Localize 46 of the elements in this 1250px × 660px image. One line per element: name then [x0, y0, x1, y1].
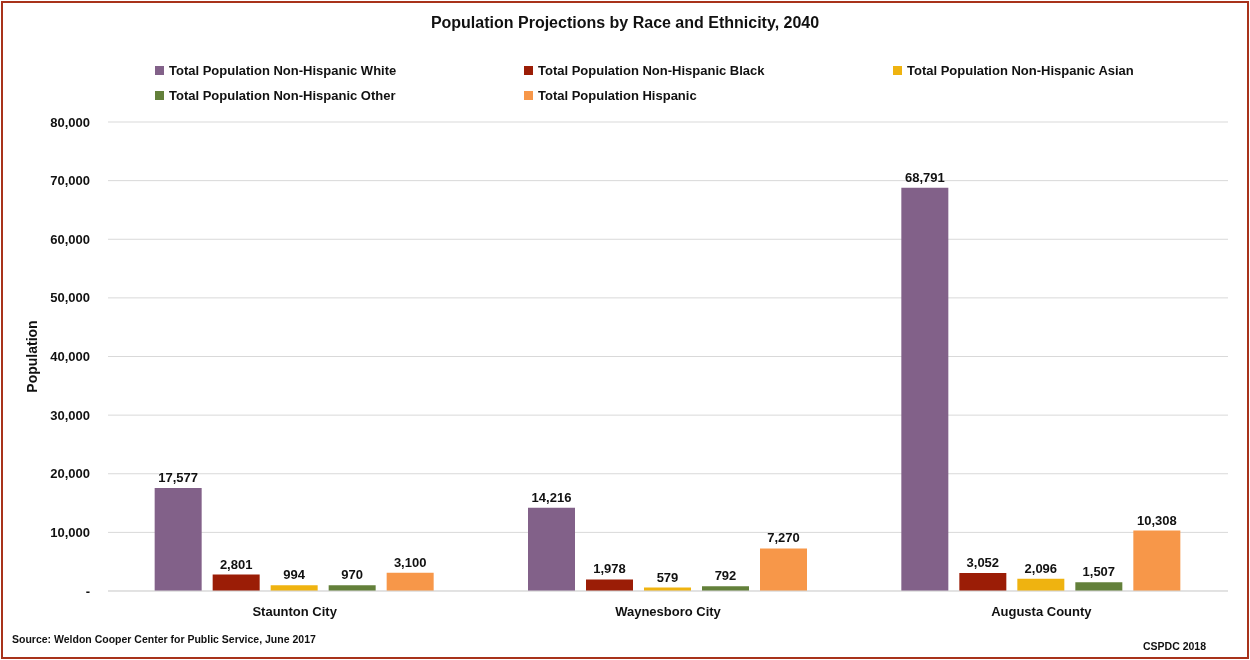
legend-label: Total Population Non-Hispanic Other: [169, 88, 396, 103]
data-label: 10,308: [1136, 512, 1177, 528]
y-tick-label: 70,000: [50, 173, 90, 189]
bar: [1133, 530, 1181, 591]
data-label: 2,096: [1024, 560, 1058, 576]
data-label: 2,801: [219, 556, 253, 572]
y-tick-label: -: [85, 583, 90, 599]
y-axis-title: Population: [23, 320, 40, 393]
data-label: 3,100: [393, 554, 427, 570]
y-tick-label: 80,000: [50, 114, 90, 130]
y-tick-label: 40,000: [50, 349, 90, 365]
text: CSPDC 2018: [1142, 640, 1206, 652]
data-label: 68,791: [904, 169, 945, 185]
data-label: 3,052: [966, 555, 1000, 571]
bar: [154, 487, 202, 591]
y-tick-label: 60,000: [50, 231, 90, 247]
legend-label: Total Population Non-Hispanic White: [169, 63, 397, 78]
data-label: 1,507: [1082, 564, 1116, 580]
bar: [212, 574, 260, 591]
data-label: 17,577: [158, 469, 199, 485]
bar: [1075, 582, 1123, 591]
data-label: 14,216: [531, 489, 572, 505]
legend-label: Total Population Non-Hispanic Black: [538, 63, 765, 78]
source-note: Source: Weldon Cooper Center for Public Service, June 2017: [12, 633, 316, 645]
data-label: 7,270: [767, 530, 800, 546]
legend-label: Total Population Hispanic: [538, 88, 697, 103]
x-tick-label: Waynesboro City: [615, 604, 722, 620]
data-label: 792: [714, 568, 737, 584]
data-label: 970: [341, 567, 364, 583]
bar: [586, 579, 633, 591]
chart-title: Population Projections by Race and Ethnicity, 2040: [429, 14, 821, 32]
bar: [528, 507, 575, 591]
bar: [760, 548, 807, 591]
data-label: 1,978: [593, 561, 626, 577]
x-tick-label: Staunton City: [252, 604, 338, 620]
y-tick-label: 30,000: [50, 407, 90, 423]
bar: [959, 573, 1007, 591]
bar: [386, 572, 434, 591]
data-label: 579: [656, 569, 679, 585]
legend-label: Total Population Non-Hispanic Asian: [907, 63, 1134, 78]
y-tick-label: 50,000: [50, 290, 90, 306]
x-tick-label: Augusta County: [991, 604, 1093, 620]
data-label: 994: [283, 567, 306, 583]
bar: [901, 187, 949, 591]
y-tick-label: 10,000: [50, 524, 90, 540]
y-tick-label: 20,000: [50, 466, 90, 482]
